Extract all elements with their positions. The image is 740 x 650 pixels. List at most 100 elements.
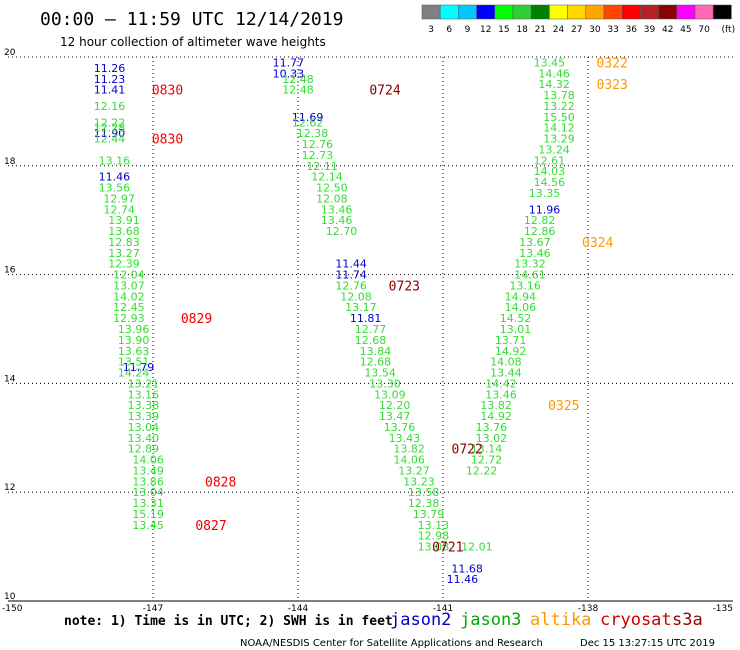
- colorbar-label: (ft): [722, 25, 736, 35]
- wave-height-label: 13.35: [529, 187, 561, 200]
- satellite-legend: jason2 jason3 altika cryosat s3a: [390, 610, 703, 630]
- pass-time-label: 0828: [205, 475, 236, 490]
- wave-height-label: 13.43: [389, 432, 421, 445]
- wave-height-label: 13.71: [495, 334, 527, 347]
- wave-height-label: 13.91: [108, 214, 140, 227]
- x-tick-label: -150: [2, 604, 23, 614]
- wave-height-label: 12.20: [379, 399, 411, 412]
- wave-height-label: 13.56: [99, 182, 131, 195]
- colorbar-label: 45: [680, 25, 691, 35]
- colorbar-swatch: [658, 4, 678, 20]
- colorbar-swatch: [640, 4, 659, 20]
- wave-height-label: 14.32: [538, 78, 570, 91]
- wave-height-label: 13.78: [543, 89, 575, 102]
- colorbar-label: 27: [571, 25, 582, 35]
- x-tick-label: -144: [288, 604, 309, 614]
- wave-height-label: 12.97: [103, 192, 135, 205]
- wave-height-label: 14.06: [393, 454, 425, 467]
- axis-tick-labels: -150 -147 -144 -141 -138 -135 10 12 14 16 18 20: [2, 48, 733, 614]
- colorbar-swatch: [585, 4, 605, 20]
- wave-height-label: 13.67: [519, 236, 551, 249]
- wave-height-label: 13.49: [132, 464, 164, 477]
- x-tick-label: -147: [143, 604, 163, 614]
- colorbar-swatch: [549, 4, 568, 20]
- wave-height-label: 12.93: [113, 312, 145, 325]
- wave-height-label: 15.50: [543, 111, 575, 124]
- wave-height-label: 12.11: [306, 160, 338, 173]
- wave-height-label: 13.86: [132, 475, 164, 488]
- wave-height-label: 11.68: [451, 562, 483, 575]
- colorbar-label: 33: [607, 25, 618, 35]
- wave-height-label: 12.68: [360, 356, 392, 369]
- wave-height-label: 14.92: [495, 345, 527, 358]
- wave-height-label: 12.38: [297, 127, 329, 140]
- wave-height-label: 12.76: [335, 279, 367, 292]
- pass-time-label: 0830: [152, 84, 183, 99]
- wave-height-label: 13.46: [321, 214, 353, 227]
- colorbar-swatch: [621, 4, 641, 20]
- wave-height-label: 13.27: [398, 464, 430, 477]
- colorbar-swatch: [421, 4, 441, 20]
- wave-height-label: 12.62: [292, 116, 324, 129]
- wave-height-label: 12.50: [316, 182, 348, 195]
- wave-height-label: 12.08: [340, 290, 372, 303]
- wave-height-label: 12.77: [355, 323, 387, 336]
- colorbar-swatch: [567, 4, 587, 20]
- x-tick-label: -141: [433, 604, 453, 614]
- colorbar-label: 30: [589, 25, 601, 35]
- wave-height-label: 13.76: [384, 421, 416, 434]
- wave-height-label: 13.13: [418, 519, 450, 532]
- pass-time-label: 0722: [452, 443, 483, 458]
- pass-time-label: 0723: [389, 279, 420, 294]
- colorbar-swatch: [494, 4, 514, 20]
- wave-height-label: 11.41: [94, 84, 126, 97]
- pass-time-label: 0827: [195, 519, 226, 534]
- wave-height-label: 12.86: [524, 225, 556, 238]
- wave-height-label: 14.24: [118, 367, 150, 380]
- wave-height-label: 13.96: [118, 323, 150, 336]
- wave-height-label: 13.51: [118, 356, 150, 369]
- wave-height-label: 14.56: [534, 176, 566, 189]
- legend-s3a: s3a: [672, 610, 703, 630]
- wave-height-label: 13.04: [128, 421, 160, 434]
- wave-height-label: 13.45: [534, 56, 566, 69]
- wave-height-label: 13.21: [128, 377, 160, 390]
- wave-height-label: 13.16: [509, 279, 541, 292]
- wave-height-label: 12.70: [326, 225, 358, 238]
- wave-height-label: 12.98: [418, 530, 450, 543]
- colorbar-swatch: [512, 4, 532, 20]
- wave-height-label: 14.92: [480, 410, 512, 423]
- colorbar-label: 70: [698, 25, 710, 35]
- wave-height-label: 11.90: [94, 127, 126, 140]
- wave-height-label: 13.39: [128, 410, 160, 423]
- wave-height-label: 13.29: [543, 133, 575, 146]
- wave-height-label: 12.44: [94, 133, 126, 146]
- wave-height-label: 13.23: [403, 475, 435, 488]
- wave-height-label: 13.58: [408, 486, 440, 499]
- wave-height-label: 12.14: [311, 171, 343, 184]
- wave-height-label: 12.01: [461, 541, 493, 554]
- colorbar-label: 21: [535, 25, 546, 35]
- wave-height-label: 12.72: [471, 454, 503, 467]
- wave-height-label: 12.82: [524, 214, 556, 227]
- wave-height-label: 12.45: [113, 301, 145, 314]
- wave-height-label: 12.61: [534, 154, 566, 167]
- wave-height-label: 13.46: [321, 203, 353, 216]
- wave-height-label: 13.47: [379, 410, 411, 423]
- x-tick-label: -135: [713, 604, 733, 614]
- wave-height-label: 12.16: [94, 100, 126, 113]
- wave-height-label: 11.23: [94, 73, 126, 86]
- wave-height-label: 13.31: [132, 497, 164, 510]
- y-tick-label: 10: [4, 592, 16, 602]
- colorbar-label: 6: [446, 25, 452, 35]
- wave-height-label: 13.84: [360, 345, 392, 358]
- wave-height-label: 12.48: [282, 73, 314, 86]
- wave-height-label: 11.44: [335, 258, 367, 271]
- y-tick-label: 18: [4, 157, 16, 167]
- colorbar-swatch: [694, 4, 714, 20]
- colorbar-label: 9: [465, 25, 471, 35]
- wave-height-label: 13.82: [393, 443, 425, 456]
- footer-note: note: 1) Time is in UTC; 2) SWH is in fe…: [64, 614, 393, 629]
